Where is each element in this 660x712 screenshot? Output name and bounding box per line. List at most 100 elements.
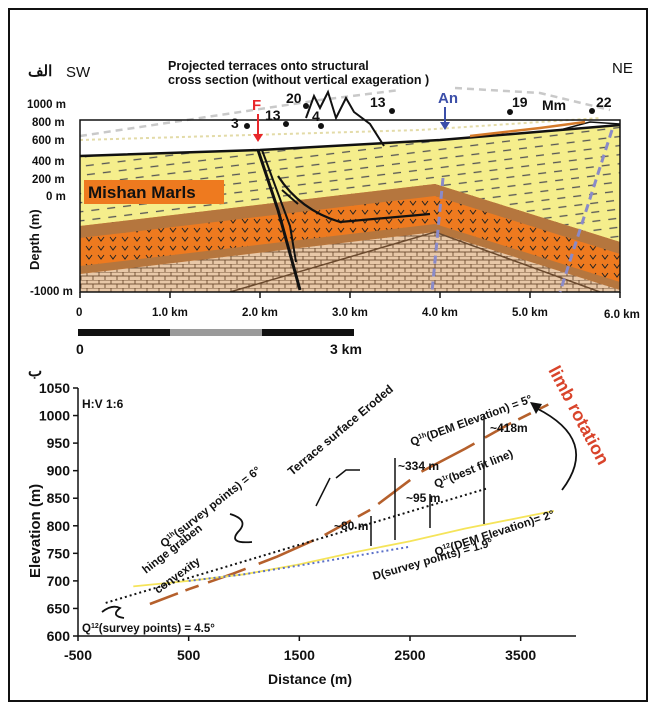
sw-label: SW xyxy=(66,64,91,81)
terrace-point xyxy=(318,123,324,129)
terrace-point xyxy=(283,121,289,127)
limb-rotation-arrow xyxy=(535,407,578,491)
thrust-fault xyxy=(277,175,431,224)
section-x-axis: 0 1.0 km 2.0 km 3.0 km 4.0 km 5.0 km 6.0… xyxy=(76,292,640,321)
formation-label: Mm xyxy=(542,97,566,113)
y-tick-label: 400 m xyxy=(32,156,65,168)
brick-core xyxy=(230,232,600,292)
terrace-points: 3 13 20 4 13 19 22 xyxy=(231,90,612,131)
scale-bar-end: 3 km xyxy=(330,341,362,357)
terrace-number: 22 xyxy=(596,94,612,110)
squiggle-arrow-b xyxy=(101,605,125,619)
eroded-arrow-2 xyxy=(335,469,360,479)
series-line-3 xyxy=(105,487,488,604)
x-tick-label: 1500 xyxy=(284,647,315,663)
q-survey-6-label: Q1h(survey points) = 6° xyxy=(158,465,263,551)
x-tick-label: 500 xyxy=(177,647,201,663)
x-tick-label: 3500 xyxy=(505,647,536,663)
terrace-eroded-label: Terrace surface Eroded xyxy=(285,382,396,478)
panel-b-label: ب xyxy=(28,363,42,380)
projected-terrace-line xyxy=(79,88,401,138)
x-tick-label: -500 xyxy=(64,647,92,663)
cross-section xyxy=(80,125,620,292)
terrace-number: 20 xyxy=(286,90,302,106)
m80-label: ~80 m xyxy=(334,519,368,533)
terrace-squiggle xyxy=(305,89,385,147)
fault-branch xyxy=(261,149,297,263)
y-tick-label: 200 m xyxy=(32,174,65,186)
terrace-number: 3 xyxy=(231,115,239,131)
eroded-arrow xyxy=(315,477,331,507)
thrust-arrow xyxy=(281,189,299,205)
y-tick-label: 650 xyxy=(47,600,71,616)
y-tick-label: 600 xyxy=(47,628,71,644)
terrace-number: 13 xyxy=(370,94,386,110)
y-tick-label: 800 xyxy=(47,518,71,534)
y-tick-label: 0 m xyxy=(46,191,66,203)
ratio-label: H:V 1:6 xyxy=(82,397,124,411)
anticline-axis xyxy=(430,177,445,293)
y-tick-label: 950 xyxy=(47,435,71,451)
limb-rotation-arrow-head xyxy=(530,402,542,414)
y-tick-label: 750 xyxy=(47,545,71,561)
m418-label: ~418m xyxy=(490,421,528,435)
scale-bar-seg xyxy=(78,329,170,336)
unit-label: Mishan Marls xyxy=(88,183,196,202)
terrace-point xyxy=(589,108,595,114)
unit-label-box xyxy=(84,180,224,204)
x-tick-label: 2.0 km xyxy=(242,307,278,319)
ne-label: NE xyxy=(612,60,633,77)
terrace-number: 4 xyxy=(312,108,320,124)
ne-axis xyxy=(558,129,614,293)
q-best-fit-label: Q1r(best fit line) xyxy=(433,448,515,491)
x-tick-label: 4.0 km xyxy=(422,307,458,319)
x-tick-label: 6.0 km xyxy=(604,309,640,321)
panel-a-label: الف xyxy=(28,63,52,80)
y-tick-label: 800 m xyxy=(32,117,65,129)
x-tick-label: 3.0 km xyxy=(332,307,368,319)
chart-y-ticks: 600 650 700 750 800 850 900 950 1000 1050 xyxy=(39,380,78,644)
y-tick-label: 1000 m xyxy=(27,99,66,111)
fault-arrow-head xyxy=(253,134,263,142)
series-line-0 xyxy=(149,403,549,606)
projected-terrace-line-ne xyxy=(454,86,611,112)
x-tick-label: 0 xyxy=(76,307,82,319)
chart-y-axis-title: Elevation (m) xyxy=(27,484,44,578)
chart-series xyxy=(105,403,555,606)
y-tick-label: 1000 xyxy=(39,408,70,424)
x-tick-label: 5.0 km xyxy=(512,307,548,319)
chart-x-axis-title: Distance (m) xyxy=(268,671,352,687)
y-tick-label: 850 xyxy=(47,490,71,506)
brown-band-top xyxy=(80,184,620,254)
scale-bar-seg xyxy=(262,329,354,336)
terrace-point xyxy=(244,123,250,129)
limb-rotation-label: limb rotation xyxy=(544,362,613,468)
figure-frame xyxy=(8,8,648,702)
q-survey-45-label: Q12(survey points) = 4.5° xyxy=(82,623,215,635)
section-title-line2: cross section (without vertical exagerat… xyxy=(168,73,429,87)
ground-surface xyxy=(79,123,621,158)
m95-label: ~95 m xyxy=(406,491,440,505)
section-title-line1: Projected terraces onto structural xyxy=(168,59,369,73)
y-tick-label: 600 m xyxy=(32,135,65,147)
terrace-point xyxy=(507,109,513,115)
x-tick-label: 1.0 km xyxy=(152,307,188,319)
d-survey-label: D(survey points) = 1.9° xyxy=(372,537,495,583)
ne-terrace-orange xyxy=(469,120,586,138)
panel-b: ب H:V 1:6 600 650 700 750 800 850 900 950 1000 10… xyxy=(27,362,613,687)
series-line-1 xyxy=(133,510,555,588)
anticline-label: An xyxy=(438,90,458,107)
terrace-point xyxy=(303,103,309,109)
y-tick-label: -1000 m xyxy=(30,286,73,298)
y-tick-label: 1050 xyxy=(39,380,70,396)
main-fault xyxy=(256,149,302,291)
brick-core-top xyxy=(229,231,601,292)
terrace-point xyxy=(389,108,395,114)
ne-hill xyxy=(559,121,621,131)
series-line-2 xyxy=(188,545,411,582)
terrace-number: 19 xyxy=(512,94,528,110)
terrace-number: 13 xyxy=(265,107,281,123)
measurement-arrows xyxy=(370,414,485,546)
